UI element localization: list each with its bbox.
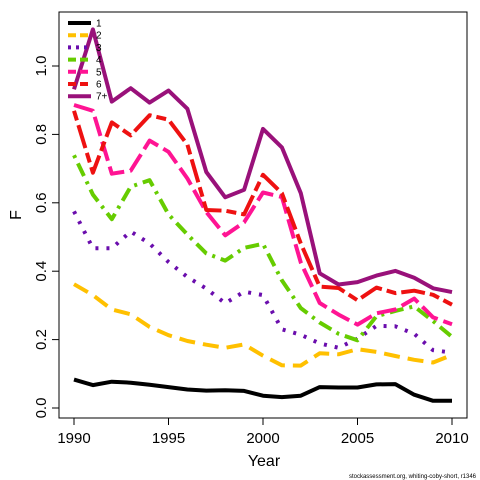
x-tick-label: 1990 [57,430,90,447]
legend-label: 5 [96,67,102,78]
legend-label: 4 [96,55,102,66]
axes: 1990 1995 2000 2005 2010 0.0 0.2 0.4 0.6 0.8 1.0 [33,11,469,447]
plot-frame [58,11,468,419]
y-tick-label: 0.2 [33,329,50,350]
source-note: stockassessment.org, whiting-coby-short,… [349,474,477,480]
series-line-2 [73,282,453,368]
y-tick-label: 0.6 [33,192,50,213]
series-line-4 [72,154,454,343]
plot-area [72,27,454,403]
x-tick-label: 2005 [341,430,374,447]
y-tick-label: 0.4 [33,261,50,282]
legend-label: 1 [96,19,102,30]
series-line-7plus [72,27,453,295]
x-axis-title: Year [248,453,281,470]
series-line-1 [73,377,452,403]
legend-label: 7+ [96,92,108,103]
series-line-5 [73,103,453,327]
series-line-3 [72,210,453,355]
y-tick-label: 0.0 [33,398,50,419]
y-axis-title: F [8,210,25,220]
legend-label: 2 [96,31,102,42]
series-line-6 [72,110,453,307]
legend-label: 3 [96,43,102,54]
x-tick-label: 1995 [152,430,185,447]
x-tick-label: 2000 [246,430,279,447]
y-tick-label: 1.0 [33,56,50,77]
legend-label: 6 [96,80,102,91]
y-tick-label: 0.8 [33,124,50,145]
x-tick-label: 2010 [435,430,468,447]
